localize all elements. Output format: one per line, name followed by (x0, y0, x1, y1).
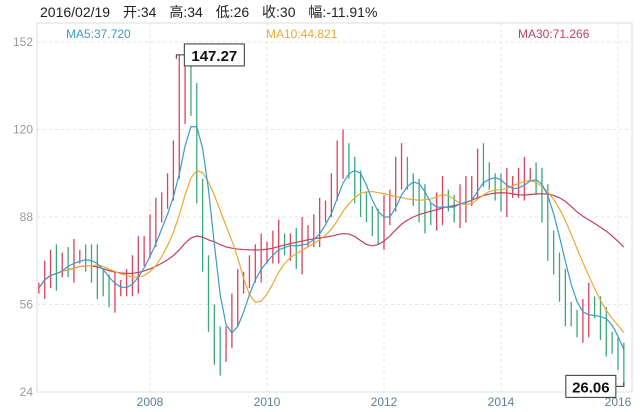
y-tick-label: 56 (20, 298, 34, 312)
y-tick-label: 24 (20, 385, 34, 399)
quote-low: 低:26 (215, 4, 250, 20)
quote-header: 2016/02/19 开:34 高:34 低:26 收:30 幅:-11.91% (40, 2, 386, 22)
quote-open: 开:34 (122, 4, 157, 20)
annotation-min-label: 26.06 (572, 379, 610, 396)
legend-ma30: MA30:71.266 (518, 27, 590, 41)
annotation-box (565, 374, 617, 398)
x-tick-label: 2010 (254, 395, 281, 409)
quote-change: 幅:-11.91% (308, 4, 378, 20)
legend-ma5: MA5:37.720 (66, 27, 131, 41)
y-tick-label: 152 (13, 35, 33, 49)
quote-close: 收:30 (262, 4, 296, 20)
legend-ma10: MA10:44.821 (266, 27, 338, 41)
annotation-leader (615, 382, 625, 387)
quote-high: 高:34 (169, 4, 203, 20)
ma5-line (38, 126, 625, 350)
y-tick-label: 120 (13, 123, 33, 137)
annotation-max-label: 147.27 (191, 48, 237, 65)
annotation-box (183, 43, 245, 67)
x-tick-label: 2008 (137, 395, 164, 409)
ma10-line (38, 169, 625, 333)
x-tick-label: 2012 (371, 395, 398, 409)
quote-date: 2016/02/19 (40, 4, 111, 20)
plot-frame (36, 22, 633, 393)
x-tick-label: 2014 (488, 395, 515, 409)
x-tick-label: 2016 (605, 395, 632, 409)
y-tick-label: 88 (20, 210, 34, 224)
annotation-leader (175, 54, 185, 59)
ma30-line (38, 192, 625, 289)
